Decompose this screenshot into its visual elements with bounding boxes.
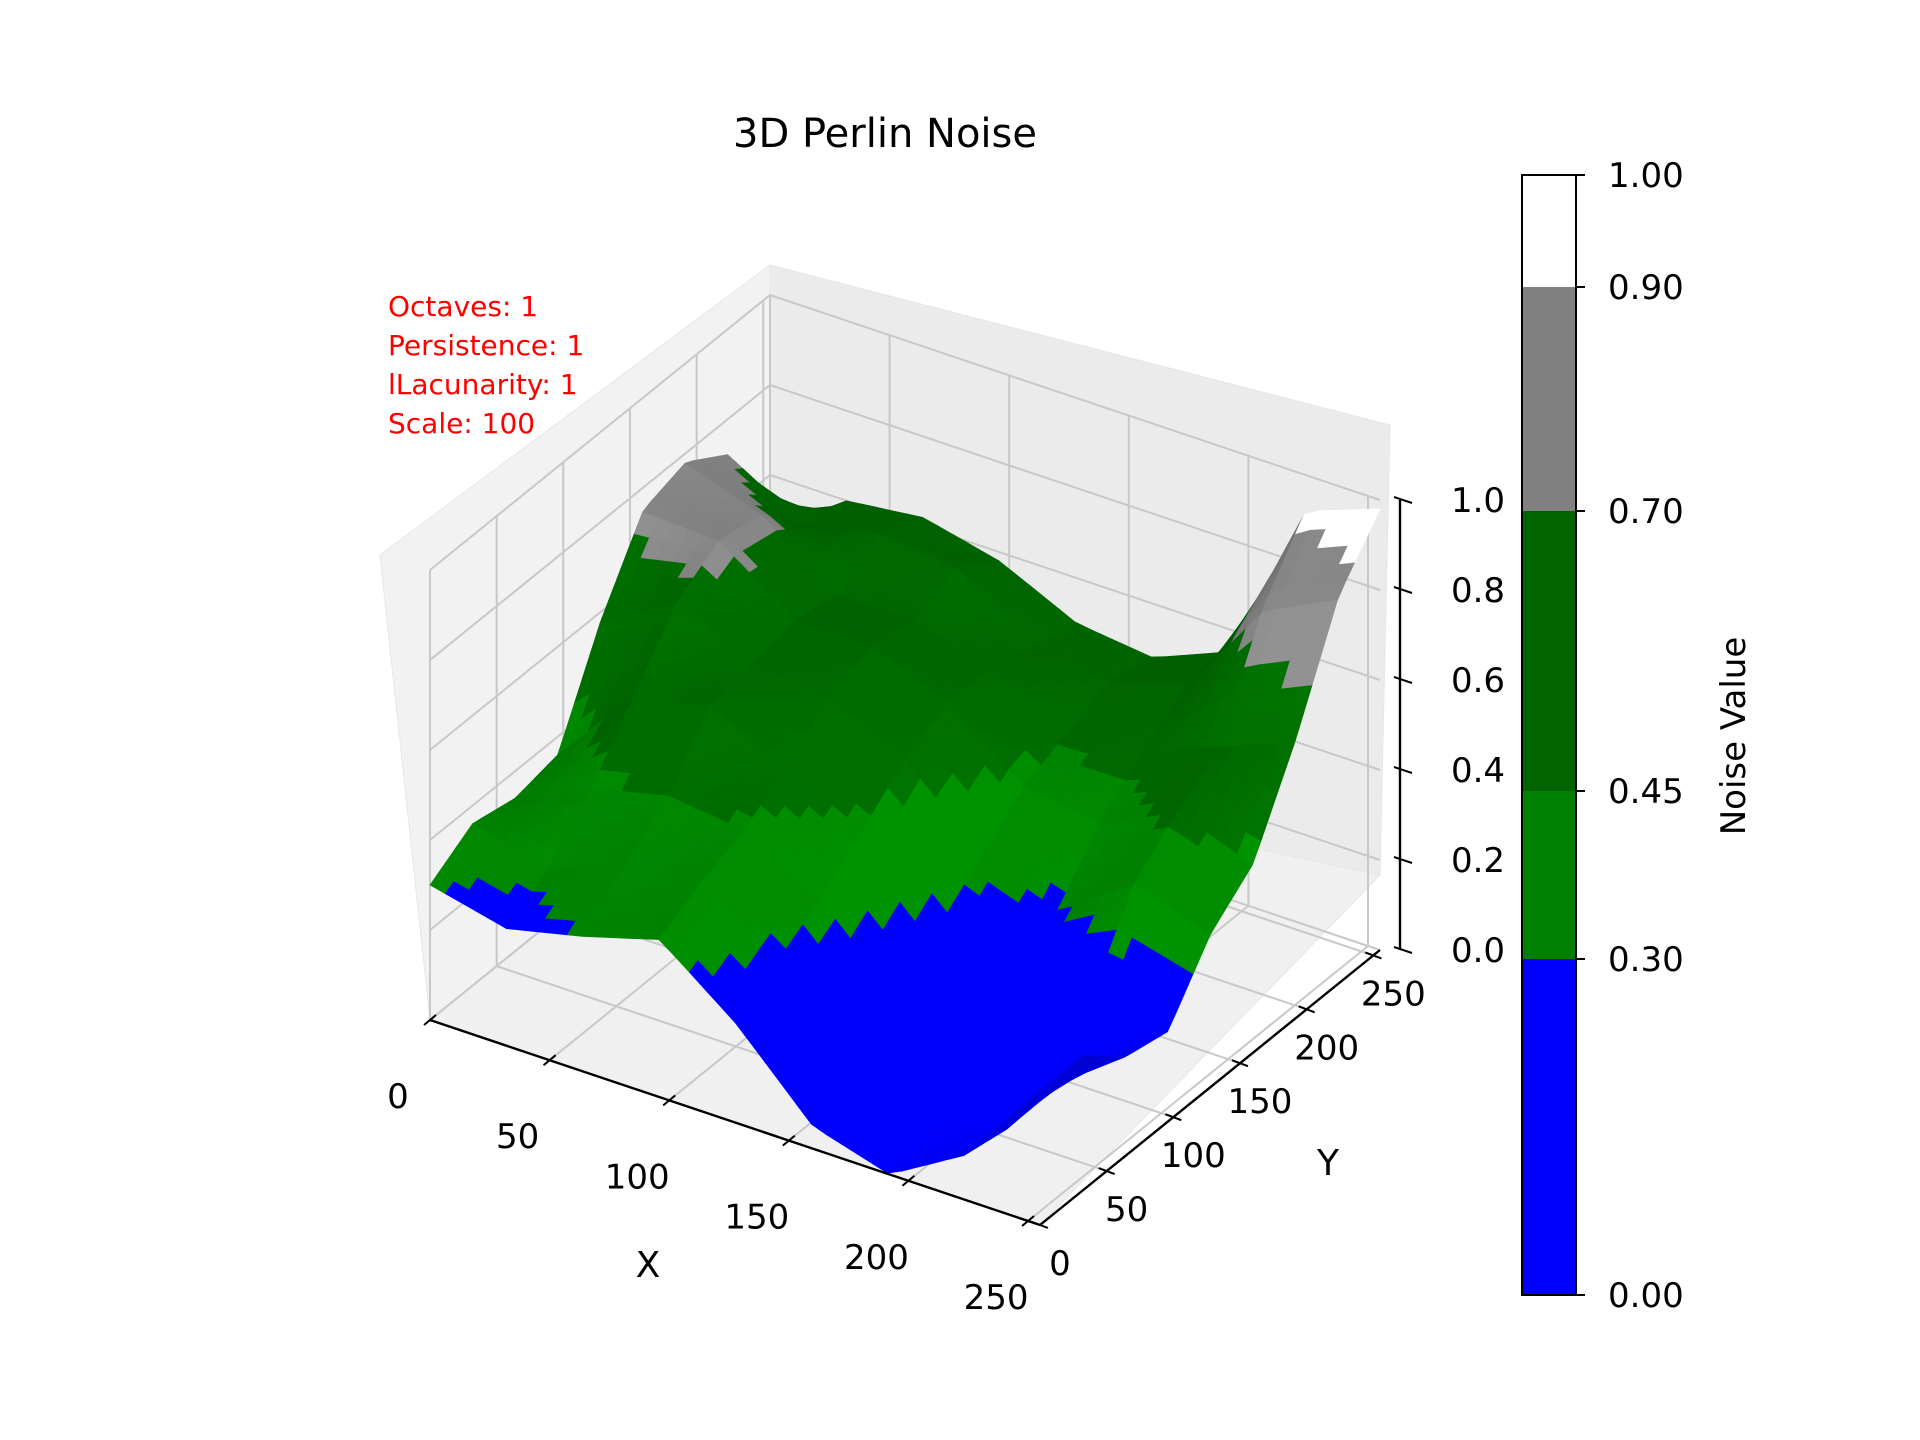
annotation-line-2: lLacunarity: 1 bbox=[388, 368, 578, 401]
x-tick-0 bbox=[423, 1014, 437, 1026]
gridline-z-5 bbox=[429, 293, 1381, 571]
z-tick-3 bbox=[1393, 676, 1413, 684]
gridline-z-3 bbox=[429, 473, 1381, 751]
z-tick-0 bbox=[1393, 946, 1413, 954]
annotation-line-3: Scale: 100 bbox=[388, 407, 535, 440]
colorbar-tick-label-3: 0.70 bbox=[1608, 492, 1684, 532]
colorbar-label: Noise Value bbox=[1714, 637, 1754, 836]
x-tick-label-1: 50 bbox=[496, 1117, 539, 1157]
x-tick-label-4: 200 bbox=[844, 1238, 909, 1278]
y-tick-label-2: 100 bbox=[1161, 1136, 1226, 1176]
z-tick-1 bbox=[1393, 856, 1413, 864]
y-tick-4 bbox=[1298, 1005, 1316, 1014]
colorbar-tick-label-2: 0.45 bbox=[1608, 772, 1684, 812]
surface-cell-39-0 bbox=[1024, 1082, 1049, 1104]
x-tick-4 bbox=[901, 1175, 916, 1187]
colorbar-segment-1 bbox=[1522, 791, 1576, 959]
colorbar-frame bbox=[1521, 174, 1577, 1296]
y-tick-label-4: 200 bbox=[1294, 1028, 1359, 1068]
annotation-line-0: Octaves: 1 bbox=[388, 290, 538, 323]
colorbar: 0.00 0.30 0.45 0.70 0.90 1.00 bbox=[1521, 156, 1684, 1316]
y-tick-1 bbox=[1098, 1167, 1116, 1176]
y-tick-3 bbox=[1231, 1059, 1249, 1068]
x-axis-label: X bbox=[636, 1245, 661, 1286]
x-tick-3 bbox=[782, 1134, 796, 1147]
z-tick-5 bbox=[1393, 496, 1413, 504]
z-tick-label-1: 0.2 bbox=[1451, 841, 1505, 881]
y-tick-5 bbox=[1364, 951, 1382, 960]
x-tick-label-0: 0 bbox=[387, 1077, 409, 1117]
colorbar-segment-3 bbox=[1522, 287, 1576, 511]
x-tick-label-5: 250 bbox=[964, 1278, 1029, 1318]
z-tick-label-5: 1.0 bbox=[1451, 481, 1505, 521]
colorbar-segment-2 bbox=[1522, 511, 1576, 791]
tick-labels: 0501001502002500501001502002500.00.20.40… bbox=[387, 481, 1505, 1318]
z-tick-2 bbox=[1393, 766, 1413, 774]
x-tick-label-2: 100 bbox=[605, 1157, 670, 1197]
z-tick-label-3: 0.6 bbox=[1451, 661, 1505, 701]
colorbar-tick-label-0: 0.00 bbox=[1608, 1276, 1684, 1316]
colorbar-tick-label-5: 1.00 bbox=[1608, 156, 1684, 196]
annotation-line-1: Persistence: 1 bbox=[388, 329, 584, 362]
x-tick-1 bbox=[542, 1054, 557, 1066]
y-tick-label-0: 0 bbox=[1049, 1244, 1071, 1284]
y-tick-2 bbox=[1164, 1113, 1182, 1122]
annotation-block: Octaves: 1 Persistence: 1 lLacunarity: 1 Sc… bbox=[388, 290, 584, 440]
colorbar-tick-label-4: 0.90 bbox=[1608, 268, 1684, 308]
colorbar-tick-label-1: 0.30 bbox=[1608, 940, 1684, 980]
x-tick-2 bbox=[662, 1094, 676, 1107]
x-axis-line bbox=[429, 1018, 1041, 1227]
x-tick-label-3: 150 bbox=[724, 1198, 789, 1238]
y-tick-label-3: 150 bbox=[1228, 1082, 1293, 1122]
z-tick-label-4: 0.8 bbox=[1451, 571, 1505, 611]
chart-title: 3D Perlin Noise bbox=[733, 111, 1037, 157]
y-tick-label-1: 50 bbox=[1105, 1190, 1148, 1230]
colorbar-segment-4 bbox=[1522, 175, 1576, 287]
surface-plot bbox=[429, 454, 1381, 1174]
z-tick-4 bbox=[1393, 586, 1413, 594]
y-axis-line bbox=[1039, 949, 1381, 1226]
z-tick-label-0: 0.0 bbox=[1451, 931, 1505, 971]
y-axis-label: Y bbox=[1316, 1143, 1340, 1184]
y-tick-label-5: 250 bbox=[1361, 974, 1426, 1014]
gridline-z-4 bbox=[429, 383, 1381, 661]
colorbar-segment-0 bbox=[1522, 959, 1576, 1295]
y-tick-0 bbox=[1031, 1221, 1049, 1229]
x-tick-5 bbox=[1021, 1215, 1035, 1227]
z-tick-label-2: 0.4 bbox=[1451, 751, 1505, 791]
axis-lines bbox=[423, 496, 1413, 1229]
